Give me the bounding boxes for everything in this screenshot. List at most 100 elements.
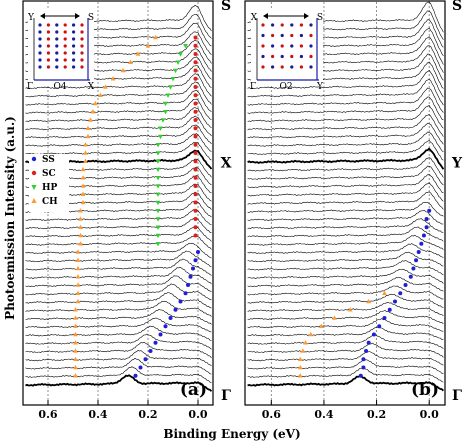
marker-sc (193, 175, 198, 180)
marker-hp (155, 159, 161, 164)
marker-ch (145, 43, 151, 48)
spectrum-line (25, 266, 212, 285)
x-tick-label: 0.6 (262, 408, 281, 421)
marker-sc (193, 233, 198, 238)
marker-ch (308, 331, 314, 337)
spectrum-line (247, 342, 444, 358)
spectrum-line (247, 301, 444, 317)
marker-hp (160, 118, 166, 123)
inset-dot (290, 44, 294, 48)
marker-ch (80, 175, 86, 180)
inset-dot (299, 33, 303, 38)
marker-ch (98, 92, 103, 98)
inset-background (28, 10, 94, 86)
marker-hp (163, 109, 168, 115)
marker-ss (148, 349, 153, 353)
marker-hp (155, 225, 161, 230)
spectrum-line (247, 310, 444, 324)
spectrum-line (247, 147, 445, 170)
inset-dot (55, 30, 59, 34)
inset-dot (72, 23, 76, 27)
inset-dot (63, 23, 67, 27)
x-axis-title: Binding Energy (eV) (163, 427, 300, 441)
marker-hp (155, 233, 161, 239)
inset-corner-label: Γ (27, 82, 33, 92)
marker-hp (155, 192, 161, 197)
marker-sc (193, 167, 198, 172)
marker-sc (193, 43, 198, 48)
spectrum-line (247, 260, 444, 276)
marker-ss (408, 274, 413, 279)
spectrum-line (247, 234, 444, 250)
inset-dot (55, 58, 59, 62)
marker-ss (138, 365, 143, 370)
inset-corner-label: X (88, 82, 95, 92)
marker-sc (193, 142, 198, 147)
spectrum-line (25, 142, 212, 161)
inset-dot (72, 65, 76, 69)
marker-ss (153, 340, 158, 345)
marker-ss (358, 373, 363, 378)
spectrum-line (247, 210, 444, 225)
marker-hp (158, 126, 163, 131)
marker-ch (128, 59, 133, 65)
marker-ss (364, 349, 369, 353)
inset-dot (80, 58, 84, 62)
spectrum-line (25, 98, 212, 120)
marker-ss (419, 241, 424, 246)
marker-ss (191, 266, 195, 271)
inset-dot (261, 65, 265, 69)
spectrum-line (247, 131, 444, 153)
inset-dot (55, 37, 59, 41)
marker-sc (193, 101, 198, 106)
spectrum-line (25, 217, 212, 233)
marker-ss (366, 340, 371, 345)
x-tick-label: 0.4 (88, 408, 107, 421)
marker-ss (186, 283, 190, 287)
x-tick-label: 0.2 (138, 408, 157, 421)
inset-dot (46, 37, 51, 41)
k-point-label: Γ (452, 388, 462, 404)
marker-hp (165, 93, 171, 98)
marker-ss (371, 332, 376, 337)
spectrum-line (247, 182, 444, 202)
spectrum-line (25, 283, 212, 301)
marker-ch (78, 232, 83, 238)
spectrum-line (247, 359, 444, 374)
marker-hp (155, 151, 161, 156)
inset-dot (309, 65, 313, 69)
marker-ch (382, 290, 387, 296)
marker-ss (382, 316, 387, 320)
x-tick-label: 0.0 (188, 408, 207, 421)
spectrum-line (25, 333, 212, 350)
marker-ch (73, 331, 78, 337)
spectrum-line (247, 351, 444, 366)
marker-ch (75, 257, 81, 263)
inset-dot (38, 37, 42, 41)
marker-ch (153, 34, 158, 40)
marker-ch (75, 265, 81, 271)
inset-dot (38, 23, 42, 27)
marker-ss (168, 316, 173, 320)
marker-ss (398, 291, 403, 296)
marker-ch (73, 323, 78, 329)
marker-ch (78, 241, 83, 246)
spectrum-line (25, 107, 212, 128)
inset-dot (271, 33, 275, 38)
inset-dot (72, 51, 76, 55)
marker-ss (414, 258, 419, 263)
inset-dot (309, 23, 313, 27)
spectrum-line (25, 242, 212, 259)
spectrum-line (25, 325, 212, 341)
marker-ss (361, 365, 366, 370)
marker-ss (377, 324, 382, 329)
inset-dot (271, 54, 275, 59)
legend-marker (31, 170, 37, 176)
marker-sc (193, 76, 198, 81)
marker-ch (80, 166, 86, 172)
marker-ch (318, 323, 324, 329)
inset-arrowhead (304, 13, 309, 19)
inset-dot (309, 33, 313, 38)
marker-ss (411, 266, 416, 271)
marker-ss (163, 324, 168, 329)
